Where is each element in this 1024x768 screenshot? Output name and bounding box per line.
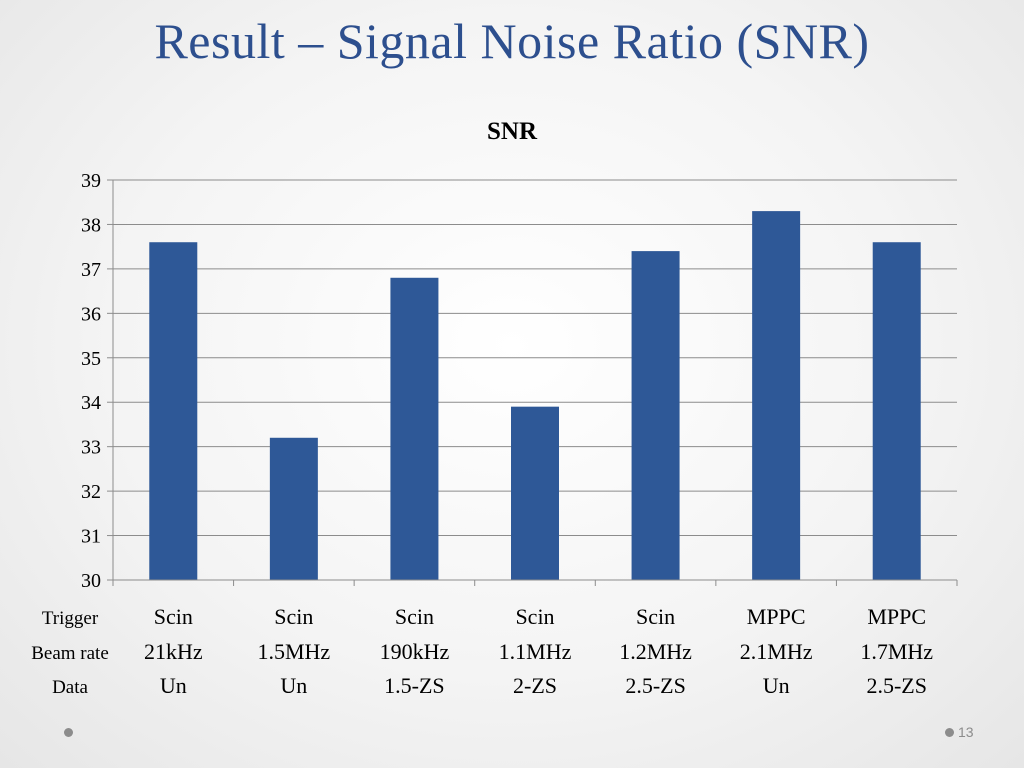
chart-title: SNR xyxy=(486,118,537,145)
page-number: 13 xyxy=(958,724,974,740)
y-tick-label: 37 xyxy=(81,259,101,281)
y-tick-label: 32 xyxy=(81,481,101,503)
y-tick-label: 36 xyxy=(81,303,101,325)
x-category-label: 190kHz xyxy=(380,639,450,664)
y-tick-label: 39 xyxy=(81,170,101,192)
x-category-label: 2-ZS xyxy=(513,673,557,698)
x-category-label: Un xyxy=(280,673,307,698)
y-tick-label: 30 xyxy=(81,570,101,592)
x-category-label: Un xyxy=(160,673,187,698)
y-tick-label: 35 xyxy=(81,348,101,370)
bar xyxy=(872,242,921,580)
x-category-label: 1.5-ZS xyxy=(384,673,445,698)
x-category-label: Scin xyxy=(154,604,193,629)
x-category-label: Scin xyxy=(515,604,554,629)
x-category-label: MPPC xyxy=(867,604,926,629)
bar xyxy=(511,406,559,580)
slide-title: Result – Signal Noise Ratio (SNR) xyxy=(154,13,870,69)
row-label-data: Data xyxy=(52,677,88,698)
row-label-trigger: Trigger xyxy=(41,608,99,629)
x-category-label: 1.1MHz xyxy=(499,639,572,664)
x-category-label: 1.7MHz xyxy=(860,639,933,664)
x-category-label: Scin xyxy=(274,604,313,629)
x-category-label: 2.5-ZS xyxy=(866,673,927,698)
right-dot-icon xyxy=(945,728,954,737)
x-category-label: 2.1MHz xyxy=(740,639,813,664)
x-category-label: Scin xyxy=(636,604,675,629)
y-tick-label: 34 xyxy=(81,392,101,414)
x-category-label: 21kHz xyxy=(144,639,203,664)
x-category-label: 1.5MHz xyxy=(257,639,330,664)
left-dot-icon xyxy=(64,728,73,737)
row-label-beam-rate: Beam rate xyxy=(31,643,109,664)
x-category-label: Scin xyxy=(395,604,434,629)
bar xyxy=(631,251,680,580)
x-category-label: MPPC xyxy=(747,604,806,629)
bar xyxy=(269,437,318,580)
y-tick-label: 33 xyxy=(81,437,101,459)
x-category-label: 1.2MHz xyxy=(619,639,692,664)
x-category-label: Un xyxy=(763,673,790,698)
bar xyxy=(390,277,439,580)
bar xyxy=(149,242,198,580)
bar xyxy=(752,211,801,580)
x-category-label: 2.5-ZS xyxy=(625,673,686,698)
y-tick-label: 38 xyxy=(81,214,101,236)
y-tick-label: 31 xyxy=(81,526,101,548)
